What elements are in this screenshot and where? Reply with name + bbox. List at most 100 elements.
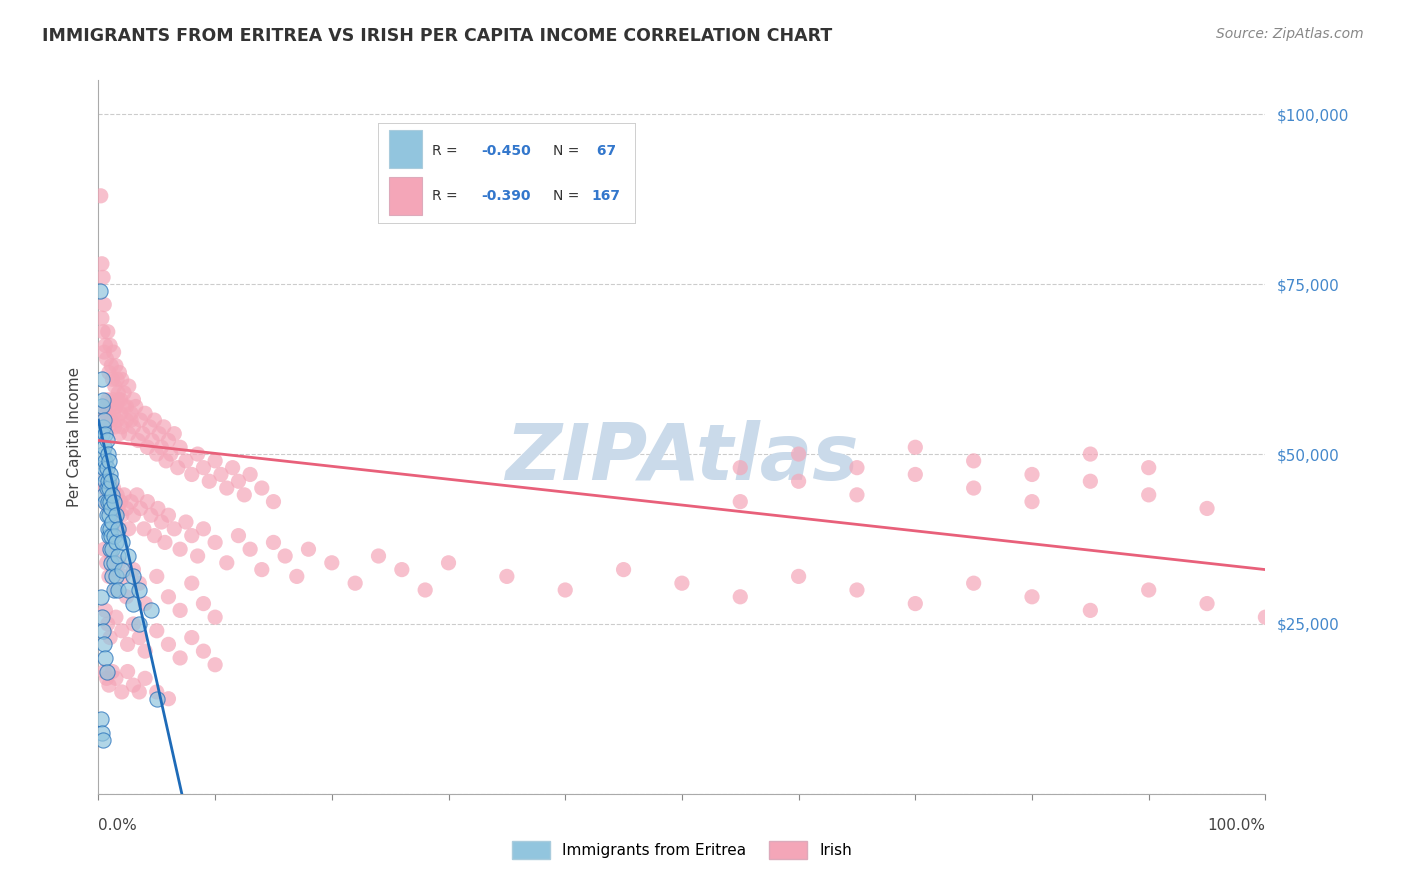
Point — [367, 549, 389, 563]
Point — [787, 569, 810, 583]
Point — [1254, 610, 1277, 624]
Point — [136, 440, 159, 454]
Legend: Immigrants from Eritrea, Irish: Immigrants from Eritrea, Irish — [506, 835, 858, 864]
Point — [103, 556, 125, 570]
Point — [115, 501, 138, 516]
Point — [93, 542, 115, 557]
Point — [962, 454, 984, 468]
Point — [129, 501, 152, 516]
Text: 100.0%: 100.0% — [1208, 818, 1265, 832]
Point — [89, 284, 111, 298]
Point — [111, 535, 134, 549]
Point — [105, 413, 128, 427]
Point — [262, 535, 284, 549]
Point — [97, 488, 120, 502]
Point — [250, 563, 273, 577]
Point — [1137, 460, 1160, 475]
Point — [94, 400, 117, 414]
Point — [1080, 447, 1102, 461]
Point — [90, 590, 112, 604]
Point — [100, 488, 122, 502]
Point — [115, 590, 138, 604]
Point — [90, 311, 112, 326]
Point — [91, 447, 114, 461]
Point — [104, 671, 127, 685]
Point — [91, 624, 114, 638]
Point — [97, 481, 120, 495]
Point — [103, 406, 125, 420]
Point — [111, 685, 134, 699]
Point — [180, 467, 202, 482]
Text: IMMIGRANTS FROM ERITREA VS IRISH PER CAPITA INCOME CORRELATION CHART: IMMIGRANTS FROM ERITREA VS IRISH PER CAP… — [42, 27, 832, 45]
Point — [107, 501, 129, 516]
Point — [391, 563, 413, 577]
Point — [122, 563, 145, 577]
Point — [166, 460, 188, 475]
Point — [228, 475, 250, 489]
Point — [730, 494, 752, 508]
Point — [187, 447, 209, 461]
Point — [103, 345, 125, 359]
Point — [233, 488, 256, 502]
Point — [204, 535, 226, 549]
Point — [108, 556, 131, 570]
Point — [97, 678, 120, 692]
Point — [111, 563, 134, 577]
Point — [228, 528, 250, 542]
Point — [250, 481, 273, 495]
Point — [105, 488, 128, 502]
Point — [110, 392, 132, 407]
Point — [110, 406, 132, 420]
Point — [111, 508, 134, 523]
Point — [122, 392, 145, 407]
Point — [1021, 467, 1043, 482]
Point — [134, 644, 156, 658]
Point — [104, 420, 127, 434]
Point — [97, 528, 120, 542]
Point — [180, 576, 202, 591]
Point — [1197, 597, 1219, 611]
Point — [108, 366, 131, 380]
Point — [163, 522, 186, 536]
Point — [122, 678, 145, 692]
Point — [93, 345, 115, 359]
Point — [285, 569, 308, 583]
Point — [554, 582, 576, 597]
Point — [98, 338, 121, 352]
Point — [90, 610, 112, 624]
Point — [169, 603, 191, 617]
Point — [120, 413, 142, 427]
Point — [100, 413, 122, 427]
Point — [97, 475, 120, 489]
Point — [159, 447, 181, 461]
Point — [117, 665, 139, 679]
Point — [90, 712, 112, 726]
Point — [612, 563, 634, 577]
Point — [118, 522, 141, 536]
Point — [111, 372, 134, 386]
Point — [98, 400, 121, 414]
Point — [100, 528, 122, 542]
Point — [122, 617, 145, 632]
Point — [962, 481, 984, 495]
Point — [215, 556, 238, 570]
Point — [128, 582, 150, 597]
Point — [198, 475, 221, 489]
Point — [146, 685, 169, 699]
Point — [120, 406, 142, 420]
Point — [204, 610, 226, 624]
Point — [94, 651, 117, 665]
Point — [150, 515, 173, 529]
Point — [122, 508, 145, 523]
Point — [169, 440, 191, 454]
Point — [671, 576, 693, 591]
Point — [103, 528, 125, 542]
Point — [152, 420, 174, 434]
Point — [117, 549, 139, 563]
Point — [97, 508, 120, 523]
Point — [139, 603, 162, 617]
Point — [100, 359, 122, 373]
Point — [93, 440, 115, 454]
Point — [193, 644, 215, 658]
Point — [120, 494, 142, 508]
